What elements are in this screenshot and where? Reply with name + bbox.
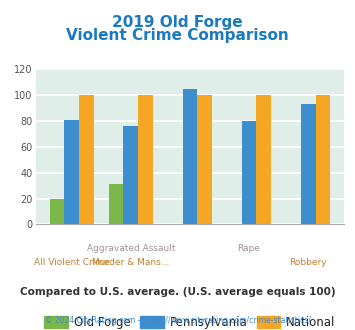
Bar (182, 89, 197, 224)
Bar (64, 120, 79, 224)
Text: Violent Crime Comparison: Violent Crime Comparison (66, 28, 289, 43)
Text: All Violent Crime: All Violent Crime (34, 258, 110, 267)
Text: Compared to U.S. average. (U.S. average equals 100): Compared to U.S. average. (U.S. average … (20, 287, 335, 297)
Text: Rape: Rape (237, 244, 261, 253)
Bar (242, 121, 256, 224)
Text: Murder & Mans...: Murder & Mans... (92, 258, 169, 267)
Bar (109, 184, 124, 224)
Bar (256, 95, 271, 224)
Bar (138, 95, 153, 224)
Bar (124, 126, 138, 224)
Bar (197, 95, 212, 224)
Text: 2019 Old Forge: 2019 Old Forge (112, 15, 243, 30)
Bar (79, 95, 94, 224)
Legend: Old Forge, Pennsylvania, National: Old Forge, Pennsylvania, National (39, 311, 340, 330)
Bar (301, 104, 316, 224)
Text: Robbery: Robbery (289, 258, 327, 267)
Text: © 2024 CityRating.com - https://www.cityrating.com/crime-statistics/: © 2024 CityRating.com - https://www.city… (45, 315, 310, 325)
Text: Aggravated Assault: Aggravated Assault (87, 244, 175, 253)
Bar (50, 199, 64, 224)
Bar (316, 95, 330, 224)
